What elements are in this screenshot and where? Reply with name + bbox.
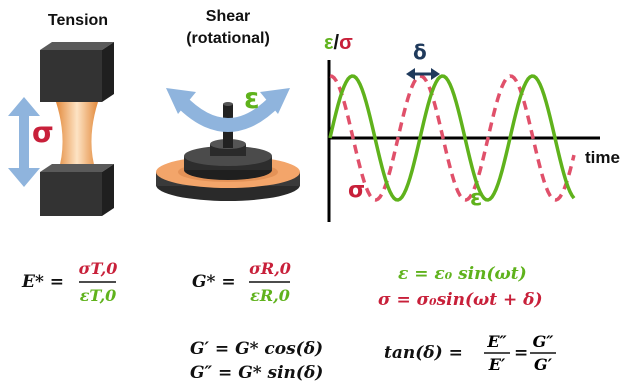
tan-num-2: G″: [532, 332, 554, 351]
loss-modulus-equation: G″ = G* sin(δ): [190, 363, 324, 383]
tension-arrow: [8, 97, 40, 187]
tension-sigma-label: σ: [32, 116, 54, 149]
shear-title-line2: (rotational): [186, 30, 270, 47]
stress-equation: σ = σ₀sin(ωt + δ): [378, 290, 543, 310]
tan-num-1: E″: [487, 332, 507, 351]
plot-axis-title: ε/σ: [324, 32, 353, 55]
time-axis-label: time: [585, 148, 620, 167]
stress-curve-label: σ: [348, 178, 366, 203]
delta-label: δ: [413, 40, 427, 64]
delta-arrow: [406, 68, 440, 80]
tan-delta-lhs: tan(δ) =: [384, 343, 463, 363]
estar-lhs: E* =: [22, 272, 65, 292]
tension-title: Tension: [47, 12, 109, 29]
tan-equals: =: [514, 343, 529, 363]
gstar-numerator: σR,0: [249, 259, 291, 278]
tan-den-2: G′: [534, 355, 552, 374]
estar-numerator: σT,0: [78, 259, 118, 278]
stress-curve: [329, 74, 576, 202]
shear-rheometer: [156, 102, 300, 201]
strain-curve: [328, 74, 576, 202]
rotation-arrow: [166, 88, 290, 132]
strain-curve-label: ε: [470, 186, 483, 211]
shear-title-line1: Shear: [205, 8, 251, 25]
axis-epsilon: ε: [324, 32, 334, 54]
oscillation-plot: [327, 60, 600, 222]
storage-modulus-equation: G′ = G* cos(δ): [190, 339, 324, 359]
shear-epsilon-label: ε: [244, 82, 260, 115]
tan-den-1: E′: [488, 355, 506, 374]
gstar-denominator: εR,0: [250, 286, 290, 305]
axis-slash: /: [333, 32, 340, 54]
tension-specimen: [40, 42, 114, 216]
strain-equation: ε = ε₀ sin(ωt): [398, 264, 527, 284]
gstar-lhs: G* =: [192, 272, 236, 292]
axis-sigma: σ: [339, 32, 353, 54]
estar-denominator: εT,0: [79, 286, 117, 305]
